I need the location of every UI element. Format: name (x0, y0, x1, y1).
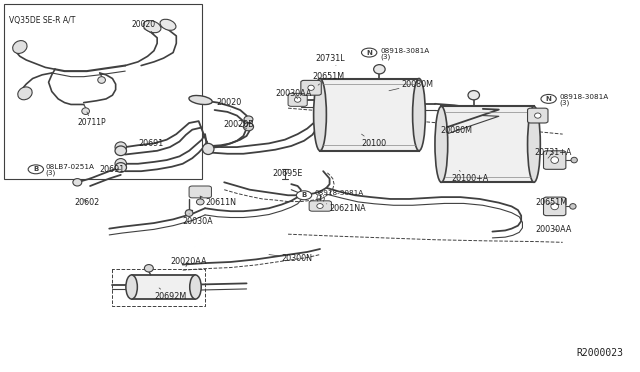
FancyBboxPatch shape (309, 201, 332, 211)
Circle shape (296, 191, 312, 200)
Ellipse shape (243, 123, 253, 131)
Ellipse shape (527, 106, 540, 182)
Ellipse shape (143, 20, 161, 33)
Text: 08918-3081A: 08918-3081A (315, 190, 364, 196)
Text: 20711P: 20711P (77, 112, 106, 128)
Ellipse shape (196, 199, 204, 205)
Text: 20080M: 20080M (389, 80, 434, 91)
Ellipse shape (571, 157, 577, 163)
Text: 20691: 20691 (100, 165, 125, 174)
Ellipse shape (534, 113, 541, 118)
Text: 20030A: 20030A (182, 214, 213, 226)
Ellipse shape (551, 157, 559, 163)
Text: 20100+A: 20100+A (451, 170, 488, 183)
Ellipse shape (73, 179, 82, 186)
Ellipse shape (244, 116, 253, 123)
Ellipse shape (202, 143, 214, 154)
FancyBboxPatch shape (189, 186, 211, 198)
Text: 20020: 20020 (216, 98, 242, 110)
Ellipse shape (98, 77, 106, 83)
Ellipse shape (18, 87, 32, 100)
FancyBboxPatch shape (543, 197, 566, 216)
Text: 08LB7-0251A: 08LB7-0251A (45, 164, 94, 170)
Text: 20020B: 20020B (223, 121, 253, 129)
Text: 20300N: 20300N (269, 254, 313, 263)
Circle shape (541, 94, 556, 103)
Ellipse shape (82, 108, 90, 115)
Text: 20602: 20602 (74, 198, 99, 207)
Text: B: B (301, 192, 307, 198)
Bar (442, 106, 534, 182)
Text: 08918-3081A: 08918-3081A (559, 94, 609, 100)
Ellipse shape (314, 78, 326, 151)
Bar (4, 4, 202, 179)
Text: B: B (33, 166, 38, 172)
Text: R2000023: R2000023 (577, 348, 623, 358)
FancyBboxPatch shape (301, 80, 321, 95)
Text: 20080M: 20080M (440, 126, 472, 138)
Text: 20100: 20100 (362, 134, 387, 148)
Text: (3): (3) (559, 99, 570, 106)
Ellipse shape (294, 97, 301, 102)
Text: 20020AA: 20020AA (170, 257, 207, 267)
Ellipse shape (115, 158, 127, 169)
Ellipse shape (115, 146, 127, 155)
Text: 20731L: 20731L (315, 54, 344, 65)
Text: 08918-3081A: 08918-3081A (380, 48, 429, 54)
Text: 20030AA: 20030AA (275, 89, 312, 99)
Text: 20020: 20020 (132, 20, 156, 34)
Ellipse shape (160, 19, 176, 30)
Ellipse shape (126, 275, 138, 299)
Text: 20621NA: 20621NA (326, 204, 366, 214)
Text: 20651M: 20651M (312, 72, 344, 85)
Text: 20691: 20691 (138, 139, 163, 151)
Ellipse shape (145, 264, 154, 272)
FancyBboxPatch shape (288, 93, 307, 106)
Text: (2): (2) (315, 195, 325, 202)
Ellipse shape (374, 65, 385, 74)
Ellipse shape (115, 163, 127, 172)
Text: N: N (366, 49, 372, 55)
FancyBboxPatch shape (527, 108, 548, 123)
Text: VQ35DE SE-R A/T: VQ35DE SE-R A/T (9, 16, 76, 25)
Ellipse shape (435, 106, 448, 182)
Ellipse shape (413, 78, 426, 151)
Ellipse shape (115, 142, 127, 152)
Text: (3): (3) (380, 53, 390, 60)
Text: N: N (546, 96, 552, 102)
Ellipse shape (13, 41, 27, 54)
Ellipse shape (570, 203, 576, 209)
Text: 20695E: 20695E (272, 169, 303, 177)
Ellipse shape (185, 210, 193, 217)
Circle shape (28, 165, 44, 174)
Ellipse shape (551, 203, 559, 210)
Bar (320, 78, 419, 151)
Ellipse shape (189, 96, 212, 105)
Bar (132, 275, 195, 299)
Ellipse shape (317, 203, 323, 208)
Text: 20030AA: 20030AA (536, 225, 572, 234)
Circle shape (362, 48, 377, 57)
FancyBboxPatch shape (543, 151, 566, 169)
Text: 20692M: 20692M (154, 288, 186, 301)
Ellipse shape (308, 85, 314, 90)
Text: (3): (3) (45, 169, 56, 176)
Text: 20611N: 20611N (200, 196, 236, 207)
Ellipse shape (468, 90, 479, 100)
Text: 20651M: 20651M (536, 198, 568, 207)
Text: 20731+A: 20731+A (534, 148, 572, 158)
Ellipse shape (189, 275, 201, 299)
